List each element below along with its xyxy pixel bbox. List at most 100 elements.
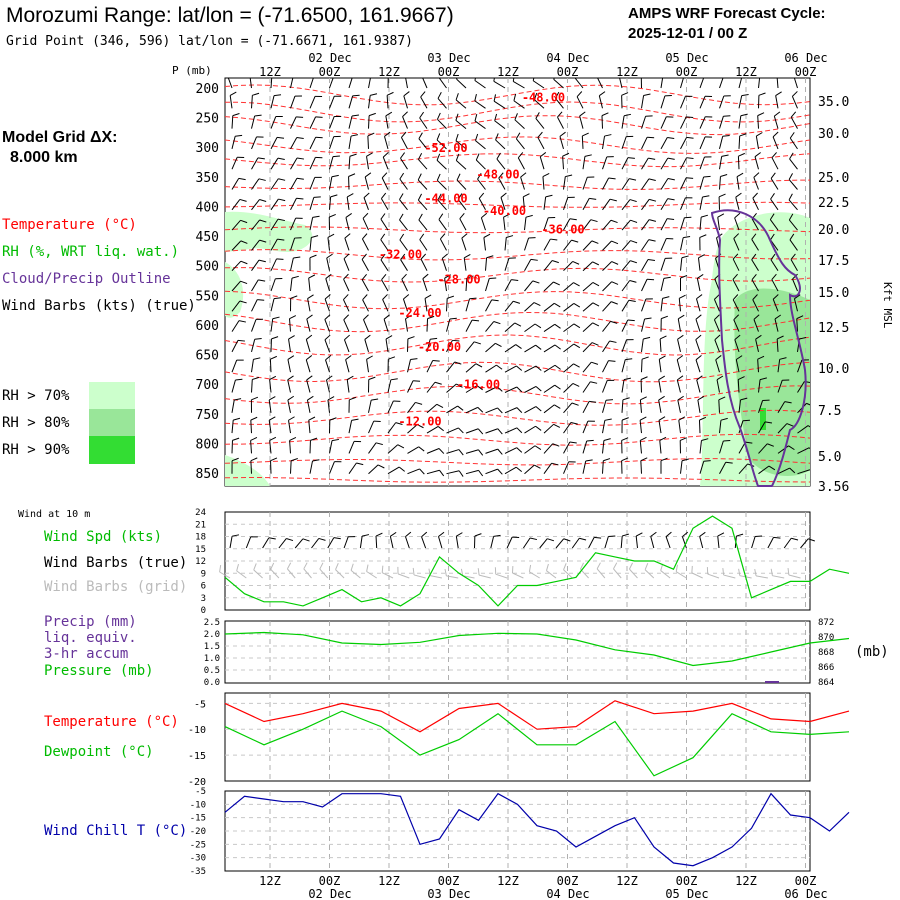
true-wind-barb-flag <box>808 538 815 542</box>
grid-wind-barb <box>675 571 687 579</box>
wind-barb <box>250 420 252 434</box>
wind-barb <box>465 363 477 373</box>
wind-barb-flag <box>662 296 670 299</box>
wind-barb <box>290 157 298 170</box>
wind-barb-flag <box>345 355 352 361</box>
wind-barb-flag <box>493 94 497 102</box>
wind-barb-flag <box>734 212 741 219</box>
wind-barb-flag <box>458 470 464 477</box>
kft-tick-label: 12.5 <box>818 321 849 336</box>
wind-barb-flag <box>597 71 602 76</box>
wind-barb <box>309 116 317 129</box>
wind-barb-flag <box>259 199 267 202</box>
true-wind-barb-flag <box>579 537 587 541</box>
precip-tick-label: 1.0 <box>204 654 220 664</box>
wind-barb <box>329 156 334 170</box>
wind-barb <box>621 359 626 373</box>
time-label-bottom: 12Z <box>735 874 757 888</box>
wind-barb <box>446 318 451 332</box>
wind-barb-flag <box>623 113 632 117</box>
wind-barb <box>680 137 688 150</box>
wind-barb <box>250 460 252 474</box>
legend-temperature-2: Temperature (°C) <box>44 714 179 730</box>
wind-barb-flag <box>542 173 550 177</box>
isotherm-label: -52.00 <box>424 141 467 155</box>
wind-barb-flag <box>535 386 542 392</box>
wind-barb-flag <box>486 255 494 259</box>
wind-barb <box>498 177 506 190</box>
wind-barb <box>563 197 569 210</box>
wind-barb <box>776 338 779 352</box>
isotherm-line <box>225 249 810 261</box>
wind-barb <box>792 278 798 292</box>
wind-barb-flag <box>683 236 691 239</box>
grid-wind-barb-flag <box>219 565 222 573</box>
wind-barb-flag <box>366 152 373 157</box>
wind-barb <box>251 115 256 129</box>
wind-barb-flag <box>459 213 465 220</box>
grid-wind-barb <box>287 568 296 579</box>
wind-barb <box>738 115 742 129</box>
wind-barb <box>290 257 294 271</box>
wind-barb <box>699 217 702 231</box>
true-wind-barb <box>389 536 394 549</box>
wind-barb <box>367 135 369 149</box>
wind-barb-flag <box>667 178 675 181</box>
wind-barb <box>718 399 720 413</box>
wind-barb-flag <box>305 355 313 361</box>
wind-barb <box>602 281 612 292</box>
temperature-tick-label: -15 <box>188 751 206 762</box>
wind-barb <box>582 342 593 353</box>
wind-barb <box>463 257 467 271</box>
wind-barb <box>660 95 666 109</box>
wind-barb-flag <box>371 398 379 401</box>
wind-barb-flag <box>469 297 477 300</box>
wind-barb-flag <box>349 396 357 401</box>
pressure-tick-label: 300 <box>196 141 219 156</box>
wind-barb <box>475 140 486 150</box>
wind-barb <box>660 258 666 271</box>
wind-barb-flag <box>794 294 801 300</box>
true-wind-barb <box>245 536 252 549</box>
wind-barb-flag <box>770 233 775 241</box>
isotherm-line <box>225 115 810 136</box>
wind-barb-flag <box>368 112 376 117</box>
wind-barb <box>563 323 575 333</box>
grid-wind-barb <box>495 573 508 579</box>
date-label-top: 04 Dec <box>546 51 589 65</box>
wind-barb <box>757 115 759 129</box>
wind-barb-flag <box>769 213 775 220</box>
true-wind-barb-flag <box>622 533 630 537</box>
wind-barb-flag <box>603 438 611 441</box>
wind-barb-flag <box>770 172 776 179</box>
wind-barb-flag <box>740 397 748 401</box>
wind-barb-flag <box>386 91 394 96</box>
wind-barb <box>437 98 447 109</box>
wind-barb <box>660 278 665 292</box>
wind-barb-flag <box>259 219 267 223</box>
wind-barb-flag <box>545 194 553 198</box>
wind-barb <box>776 78 779 89</box>
wind-barb <box>537 137 545 150</box>
wind-barb <box>563 176 566 190</box>
wind-barb-flag <box>551 462 559 466</box>
wind-barb-flag <box>293 256 301 259</box>
wind-barb <box>290 137 298 150</box>
wind-barb-flag <box>698 254 705 259</box>
isotherm-line <box>225 179 810 190</box>
wind-barb <box>619 78 623 89</box>
wind-barb-flag <box>701 438 709 441</box>
wind-barb <box>621 299 630 312</box>
grid-wind-barb <box>319 568 329 579</box>
wind-barb-flag <box>610 320 618 324</box>
wind-barb-flag <box>356 462 364 466</box>
wind-barb <box>251 339 256 353</box>
wind-barb-flag <box>268 416 276 421</box>
wind-barb-flag <box>447 295 455 299</box>
time-label-bottom: 12Z <box>259 874 281 888</box>
wind-barb-flag <box>346 193 354 198</box>
wind-barb-flag <box>789 467 796 474</box>
wind-barb-flag <box>601 112 609 117</box>
wind-barb-flag <box>325 355 332 361</box>
wind-barb <box>480 217 486 231</box>
